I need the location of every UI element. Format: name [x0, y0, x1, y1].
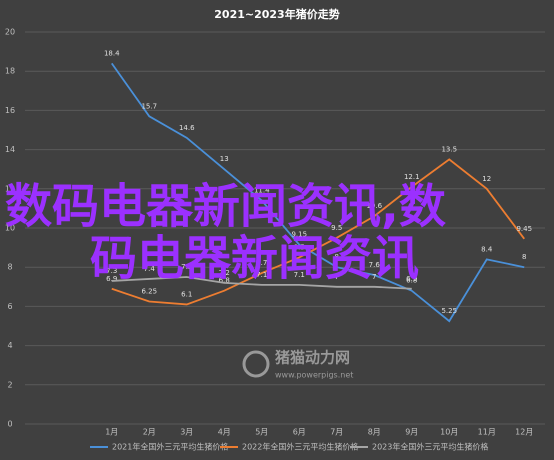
- data-label: 7.1: [294, 271, 305, 279]
- y-tick-label: 2: [7, 380, 12, 389]
- y-tick-label: 14: [5, 145, 15, 154]
- data-label: 11.4: [254, 187, 270, 195]
- x-tick-label: 5月: [255, 428, 268, 437]
- logo-text: 猪猫动力网: [274, 349, 350, 367]
- data-label: 6.9: [406, 275, 417, 283]
- series-line: [111, 158, 525, 306]
- data-label: 6.1: [181, 290, 192, 298]
- x-tick-label: 2月: [143, 428, 156, 437]
- data-label: 13.5: [441, 145, 457, 153]
- legend-label: 2021年全国外三元平均生猪价格: [112, 442, 228, 452]
- y-tick-label: 20: [5, 28, 15, 37]
- data-label: 7: [372, 273, 376, 281]
- watermark-text: 码电器新闻资讯: [90, 232, 419, 287]
- x-tick-label: 6月: [293, 428, 306, 437]
- data-label: 8: [335, 253, 339, 261]
- legend-label: 2023年全国外三元平均生猪价格: [372, 442, 488, 452]
- data-label: 6.25: [141, 288, 157, 296]
- legend-label: 2022年全国外三元平均生猪价格: [242, 442, 358, 452]
- data-label: 9.45: [516, 225, 532, 233]
- data-label: 14.6: [179, 124, 195, 132]
- x-tick-label: 3月: [180, 428, 193, 437]
- x-tick-label: 7月: [330, 428, 343, 437]
- data-label: 6.8: [219, 277, 230, 285]
- y-tick-label: 6: [7, 302, 12, 311]
- data-label: 15.7: [141, 102, 157, 110]
- x-tick-label: 8月: [368, 428, 381, 437]
- logo-url: www.powerpigs.net: [275, 371, 353, 380]
- data-label: 6.9: [106, 275, 117, 283]
- y-tick-label: 0: [7, 420, 12, 429]
- x-tick-label: 10月: [440, 428, 458, 437]
- data-label: 7.6: [369, 261, 381, 269]
- series-line: [111, 62, 525, 323]
- data-label: 7.2: [219, 269, 230, 277]
- data-label: 7.1: [256, 271, 267, 279]
- y-tick-label: 18: [5, 67, 15, 76]
- data-label: 18.4: [104, 49, 120, 57]
- data-label: 7.3: [106, 267, 117, 275]
- chart-title: 2021~2023年猪价走势: [214, 7, 339, 21]
- series-line: [111, 276, 412, 290]
- y-tick-label: 10: [5, 224, 15, 233]
- y-tick-label: 12: [5, 184, 15, 193]
- data-label: 13: [220, 155, 229, 163]
- data-label: 7.5: [181, 263, 192, 271]
- y-tick-label: 4: [7, 341, 12, 350]
- data-label: 9.15: [291, 231, 307, 239]
- data-label: 8: [522, 253, 526, 261]
- data-label: 6.8: [406, 277, 417, 285]
- data-label: 10.6: [366, 202, 382, 210]
- y-tick-label: 16: [5, 106, 15, 115]
- data-label: 7: [335, 273, 339, 281]
- data-label: 9.5: [331, 224, 342, 232]
- x-tick-label: 4月: [218, 428, 231, 437]
- x-tick-label: 12月: [515, 428, 533, 437]
- x-tick-label: 1月: [105, 428, 118, 437]
- y-tick-label: 8: [7, 263, 12, 272]
- data-label: 7.7: [256, 259, 267, 267]
- data-label: 12.1: [404, 173, 420, 181]
- logo-icon: [242, 350, 270, 378]
- data-label: 7.4: [144, 265, 156, 273]
- data-label: 8.5: [294, 243, 305, 251]
- data-label: 5.25: [441, 307, 457, 315]
- data-label: 8.4: [481, 245, 493, 253]
- watermark-text: 数码电器新闻资讯,数: [5, 180, 446, 235]
- x-tick-label: 9月: [405, 428, 418, 437]
- data-label: 12: [482, 175, 491, 183]
- x-tick-label: 11月: [478, 428, 496, 437]
